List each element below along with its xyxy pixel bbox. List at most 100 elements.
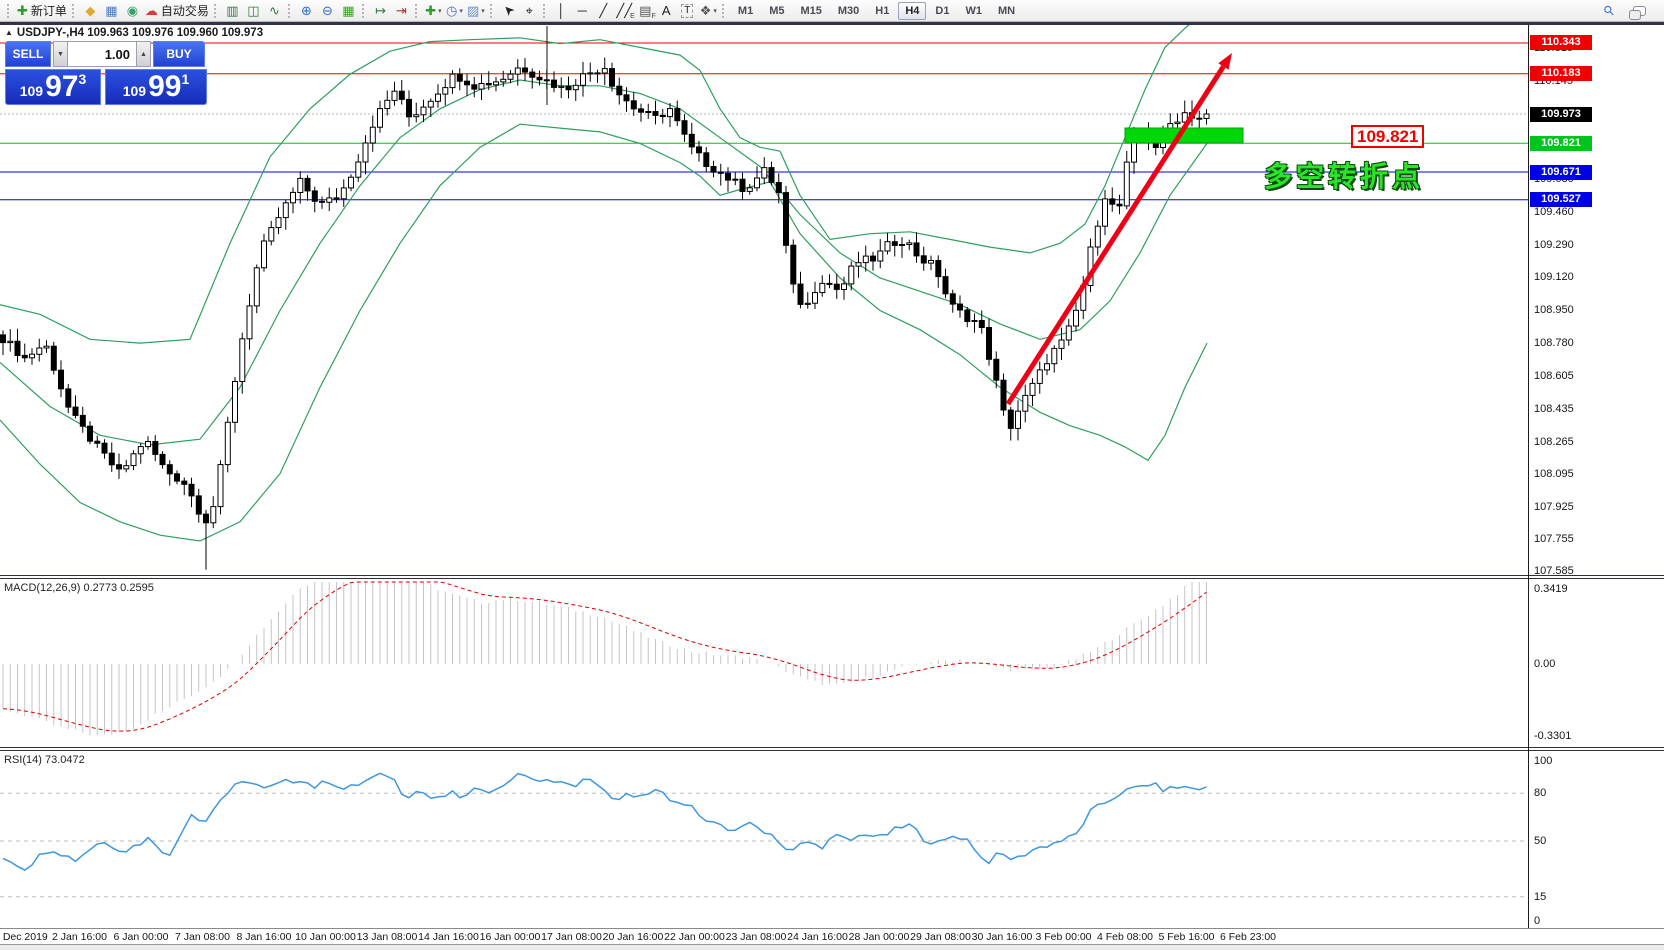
timeframe-w1-button[interactable]: W1 [965, 4, 982, 17]
sell-button[interactable]: SELL [5, 41, 51, 67]
buy-price-big: 99 [148, 70, 182, 103]
trendline-button[interactable]: ╱ [593, 1, 614, 20]
horizontal-line-button[interactable]: ─ [572, 1, 593, 20]
time-axis-label: 5 Feb 16:00 [1158, 931, 1215, 943]
price-tick: 109.290 [1534, 238, 1574, 251]
buy-price-prefix: 109 [122, 83, 147, 99]
templates-icon: ▨ [466, 3, 480, 18]
vertical-line-icon: │ [557, 3, 566, 18]
volume-input[interactable]: 1.00 [68, 41, 136, 67]
equidistant-channel-icon: ╱╱ [616, 3, 633, 18]
cursor-icon: ➤ [499, 1, 518, 20]
timeframe-h4-button[interactable]: H4 [898, 1, 927, 20]
text-icon: A [661, 3, 671, 18]
price-chart-canvas[interactable] [0, 25, 1529, 575]
bar-chart-button[interactable]: ▥ [222, 1, 243, 20]
chart-window[interactable]: 110.315110.145109.630109.460109.290109.1… [0, 25, 1664, 944]
price-tick: 108.605 [1534, 370, 1574, 383]
buy-price-button[interactable]: 109 99 1 [105, 69, 207, 105]
tile-windows-button[interactable]: ▦ [338, 1, 359, 20]
market-watch-button[interactable]: ◆ [80, 1, 101, 20]
timeframe-m5-button[interactable]: M5 [769, 4, 785, 17]
price-tick: 108.950 [1534, 303, 1574, 316]
price-tick: 108.435 [1534, 402, 1574, 415]
timeframe-m30-button[interactable]: M30 [837, 4, 860, 17]
macd-axis-tick: 0.3419 [1534, 583, 1568, 595]
time-axis-label: 6 Feb 23:00 [1219, 931, 1277, 943]
time-axis-label: 24 Jan 16:00 [787, 931, 848, 943]
new-order-button[interactable]: ✚ 新订单 [17, 3, 67, 18]
price-badge: 109.821 [1530, 135, 1592, 151]
shapes-button[interactable]: ❖ ▾ [699, 3, 717, 18]
price-badge: 109.527 [1530, 192, 1592, 208]
new-order-icon: ✚ [17, 3, 28, 18]
channel-button[interactable]: ╱╱ E [616, 3, 635, 20]
zoom-out-button[interactable]: ⊖ [317, 1, 338, 20]
text-button[interactable]: A [656, 1, 677, 20]
shapes-icon: ❖ [699, 3, 712, 18]
crosshair-button[interactable]: ⌖ [519, 1, 540, 20]
periods-icon: ◷ [446, 3, 458, 18]
toolbar: ⚲ ✚ 新订单 ◆ ▦ ◉ ☁ 自动交易 ▥ ◫ ∿ ⊕ ⊖ ▦ ↦ ⇥ ✚ ▾ ◷ ▾ ▨ ▾ ➤ ⌖ │ ─ ╱ ╱╱ E ▤ F A T… [0, 0, 1664, 22]
chart-title: ▲ USDJPY-,H4 109.963 109.976 109.960 109.… [5, 27, 263, 39]
sell-price-big: 97 [45, 70, 79, 103]
sell-price-button[interactable]: 109 97 3 [5, 69, 101, 105]
window-edge [0, 22, 1664, 25]
sell-price-pip: 3 [78, 71, 87, 87]
timeframe-mn-button[interactable]: MN [997, 4, 1016, 17]
zoom-in-button[interactable]: ⊕ [296, 1, 317, 20]
timeframe-h1-button[interactable]: H1 [875, 4, 890, 17]
macd-axis-tick: 0.00 [1534, 658, 1556, 670]
data-window-icon: ▦ [105, 3, 118, 18]
search-button[interactable]: ⚲ [1598, 1, 1619, 20]
time-axis-label: 16 Jan 00:00 [479, 931, 541, 943]
fibonacci-button[interactable]: ▤ F [639, 3, 656, 20]
rsi-panel-canvas[interactable] [0, 751, 1529, 928]
price-tick: 109.460 [1534, 206, 1574, 219]
timeframe-m1-button[interactable]: M1 [737, 4, 754, 17]
time-axis-label: 22 Jan 00:00 [664, 931, 725, 943]
rsi-axis-tick: 0 [1534, 914, 1541, 927]
templates-button[interactable]: ▨ ▾ [466, 3, 485, 18]
window-bottom-edge [0, 944, 1664, 950]
rsi-indicator-label: RSI(14) 73.0472 [4, 754, 85, 766]
line-chart-button[interactable]: ∿ [264, 1, 285, 20]
one-click-trading-panel: SELL ▼ 1.00 ▲ BUY 109 97 3 109 99 1 [5, 41, 207, 105]
indicators-button[interactable]: ✚ ▾ [425, 3, 442, 18]
zoom-in-icon: ⊕ [300, 3, 312, 18]
auto-scroll-button[interactable]: ↦ [370, 1, 391, 20]
price-level-tag: 109.821 [1351, 125, 1425, 148]
macd-axis-tick: -0.3301 [1534, 730, 1572, 742]
price-badge: 110.183 [1530, 66, 1592, 82]
chat-icon [1629, 5, 1646, 20]
autotrade-icon: ☁ [144, 3, 158, 18]
timeframe-d1-button[interactable]: D1 [935, 4, 950, 17]
timeframe-m15-button[interactable]: M15 [800, 4, 822, 17]
time-axis-label: 28 Jan 00:00 [848, 931, 910, 943]
volume-increase-button[interactable]: ▲ [136, 41, 151, 67]
chat-button[interactable] [1629, 1, 1650, 20]
candlestick-button[interactable]: ◫ [243, 1, 264, 20]
price-badge: 110.343 [1530, 35, 1592, 51]
price-badge: 109.973 [1530, 106, 1592, 122]
toolbar-right: ⚲ [1598, 1, 1660, 20]
navigator-button[interactable]: ◉ [122, 1, 143, 20]
panel-splitter[interactable] [0, 575, 1664, 579]
autotrade-button[interactable]: ☁ 自动交易 [144, 3, 209, 18]
price-tick: 109.120 [1534, 271, 1574, 284]
line-chart-icon: ∿ [268, 3, 280, 18]
macd-panel-canvas[interactable] [0, 579, 1529, 747]
periods-button[interactable]: ◷ ▾ [446, 3, 463, 18]
data-window-button[interactable]: ▦ [101, 1, 122, 20]
label-button[interactable]: T [677, 1, 698, 20]
volume-decrease-button[interactable]: ▼ [53, 41, 68, 67]
vertical-line-button[interactable]: │ [551, 1, 572, 20]
panel-splitter[interactable] [0, 747, 1664, 751]
chart-shift-button[interactable]: ⇥ [391, 1, 412, 20]
buy-button[interactable]: BUY [153, 41, 205, 67]
time-axis-label: 13 Jan 08:00 [356, 931, 418, 943]
cursor-button[interactable]: ➤ [498, 1, 519, 20]
auto-scroll-icon: ↦ [374, 3, 386, 18]
time-axis-label: 29 Jan 08:00 [910, 931, 971, 943]
time-axis-label: 10 Jan 00:00 [295, 931, 356, 943]
